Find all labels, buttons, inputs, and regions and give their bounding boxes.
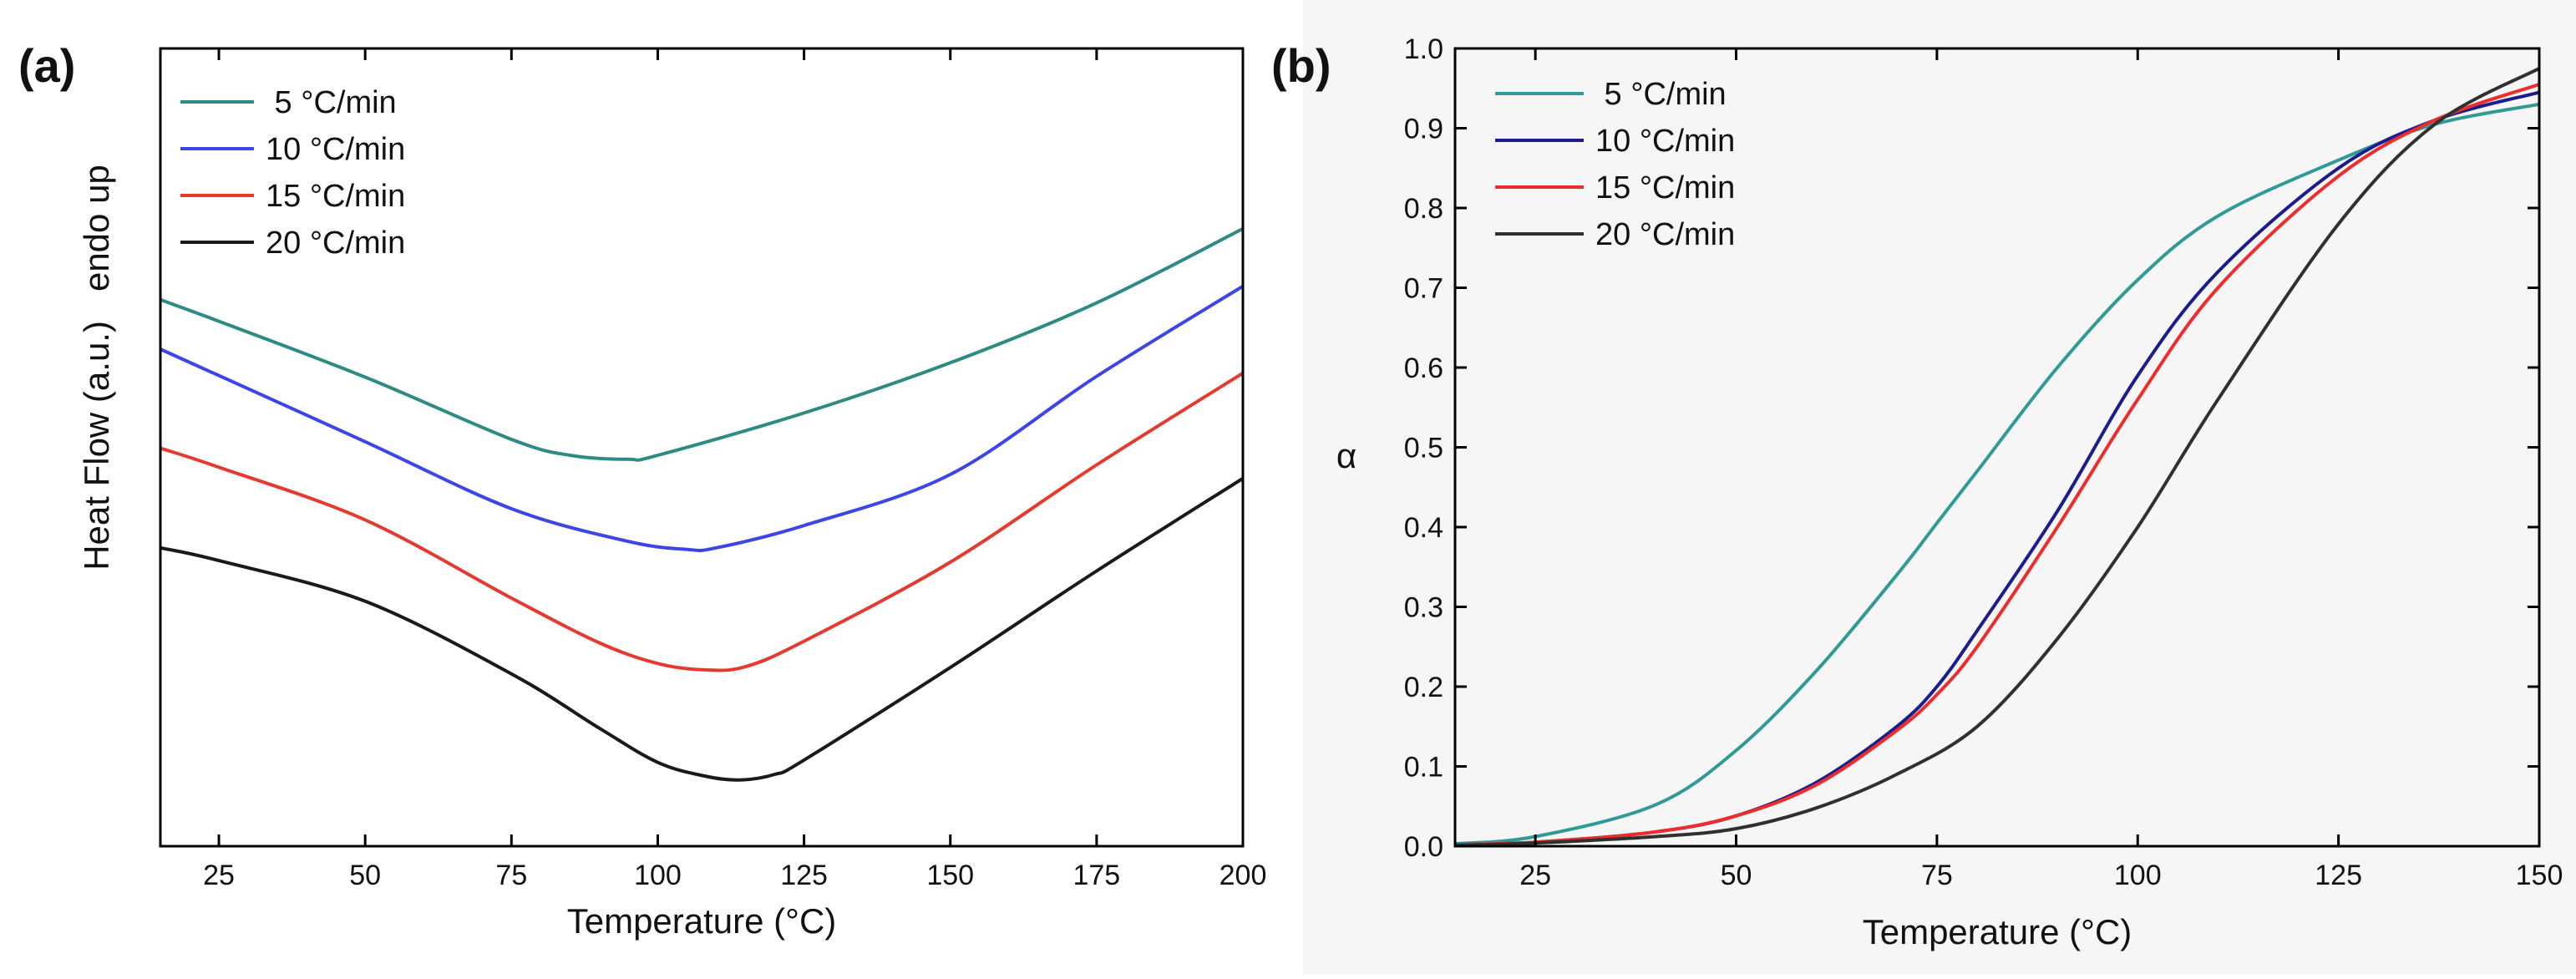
series-line-a-3 [160, 371, 1243, 672]
x-tick-label-a: 200 [1220, 860, 1267, 891]
x-tick-label-a: 75 [495, 860, 527, 891]
y-tick-label-b: 0.6 [1404, 353, 1443, 384]
x-axis-title-b: Temperature (°C) [1863, 912, 2132, 951]
series-line-b-3 [1455, 83, 2539, 846]
legend-label-a-4: 20 °C/min [266, 226, 405, 261]
chart-panel-b: (b) 25 50 75 100 125 150 0.0 0.1 0.2 0.3 0.4 0.5 0.6 0… [1271, 33, 2563, 951]
plot-frame-a [159, 47, 1245, 848]
y-tick-label-b: 0.4 [1404, 512, 1443, 544]
series-group-b [1455, 66, 2539, 846]
x-tick-label-a: 50 [349, 860, 381, 891]
x-tick-label-b: 150 [2516, 860, 2563, 891]
legend-b: 5 °C/min 10 °C/min 15 °C/min 20 °C/min [1495, 77, 1735, 252]
legend-label-a-2: 10 °C/min [266, 132, 405, 167]
y-tick-label-b: 0.5 [1404, 433, 1443, 464]
x-tick-label-b: 75 [1921, 860, 1953, 891]
y-axis-title-b: α [1336, 436, 1356, 475]
x-axis-title-a: Temperature (°C) [567, 901, 837, 941]
legend-a: 5 °C/min 10 °C/min 15 °C/min 20 °C/min [180, 85, 405, 261]
x-tick-label-b: 100 [2114, 860, 2162, 891]
x-tick-label-a: 125 [780, 860, 828, 891]
y-tick-label-b: 0.0 [1404, 831, 1443, 863]
y-tick-label-b: 0.7 [1404, 273, 1443, 305]
series-line-b-4 [1455, 66, 2539, 846]
legend-label-a-1: 5 °C/min [266, 85, 397, 120]
y-tick-label-b: 0.8 [1404, 193, 1443, 225]
panel-label-b: (b) [1271, 39, 1331, 92]
panel-label-a: (a) [18, 39, 75, 92]
panel-b-background [1303, 0, 2576, 975]
series-group-a [160, 226, 1243, 782]
x-tick-label-b: 125 [2315, 860, 2362, 891]
series-line-b-1 [1455, 102, 2539, 846]
y-tick-label-b: 0.9 [1404, 114, 1443, 145]
x-tick-label-a: 25 [203, 860, 235, 891]
y-tick-label-b: 0.3 [1404, 592, 1443, 624]
series-line-a-4 [160, 476, 1243, 782]
y-tick-label-b: 1.0 [1404, 33, 1443, 65]
chart-panel-a: (a) 25 50 75 100 125 150 175 200 Temperature (°C)… [18, 39, 1266, 941]
x-tick-label-a: 175 [1072, 860, 1120, 891]
x-tick-label-b: 25 [1519, 860, 1551, 891]
x-tick-label-a: 100 [634, 860, 682, 891]
x-tick-label-a: 150 [926, 860, 974, 891]
series-line-a-1 [160, 226, 1243, 462]
legend-label-b-2: 10 °C/min [1595, 124, 1735, 159]
y-tick-label-b: 0.2 [1404, 672, 1443, 703]
y-tick-label-b: 0.1 [1404, 752, 1443, 784]
y-axis-title-a: Heat Flow (a.u.) endo up [77, 165, 116, 571]
legend-label-a-3: 15 °C/min [266, 179, 405, 214]
legend-label-b-4: 20 °C/min [1595, 217, 1735, 252]
legend-label-b-1: 5 °C/min [1595, 77, 1727, 112]
legend-label-b-3: 15 °C/min [1595, 170, 1735, 205]
series-line-a-2 [160, 284, 1243, 553]
x-tick-label-b: 50 [1721, 860, 1752, 891]
